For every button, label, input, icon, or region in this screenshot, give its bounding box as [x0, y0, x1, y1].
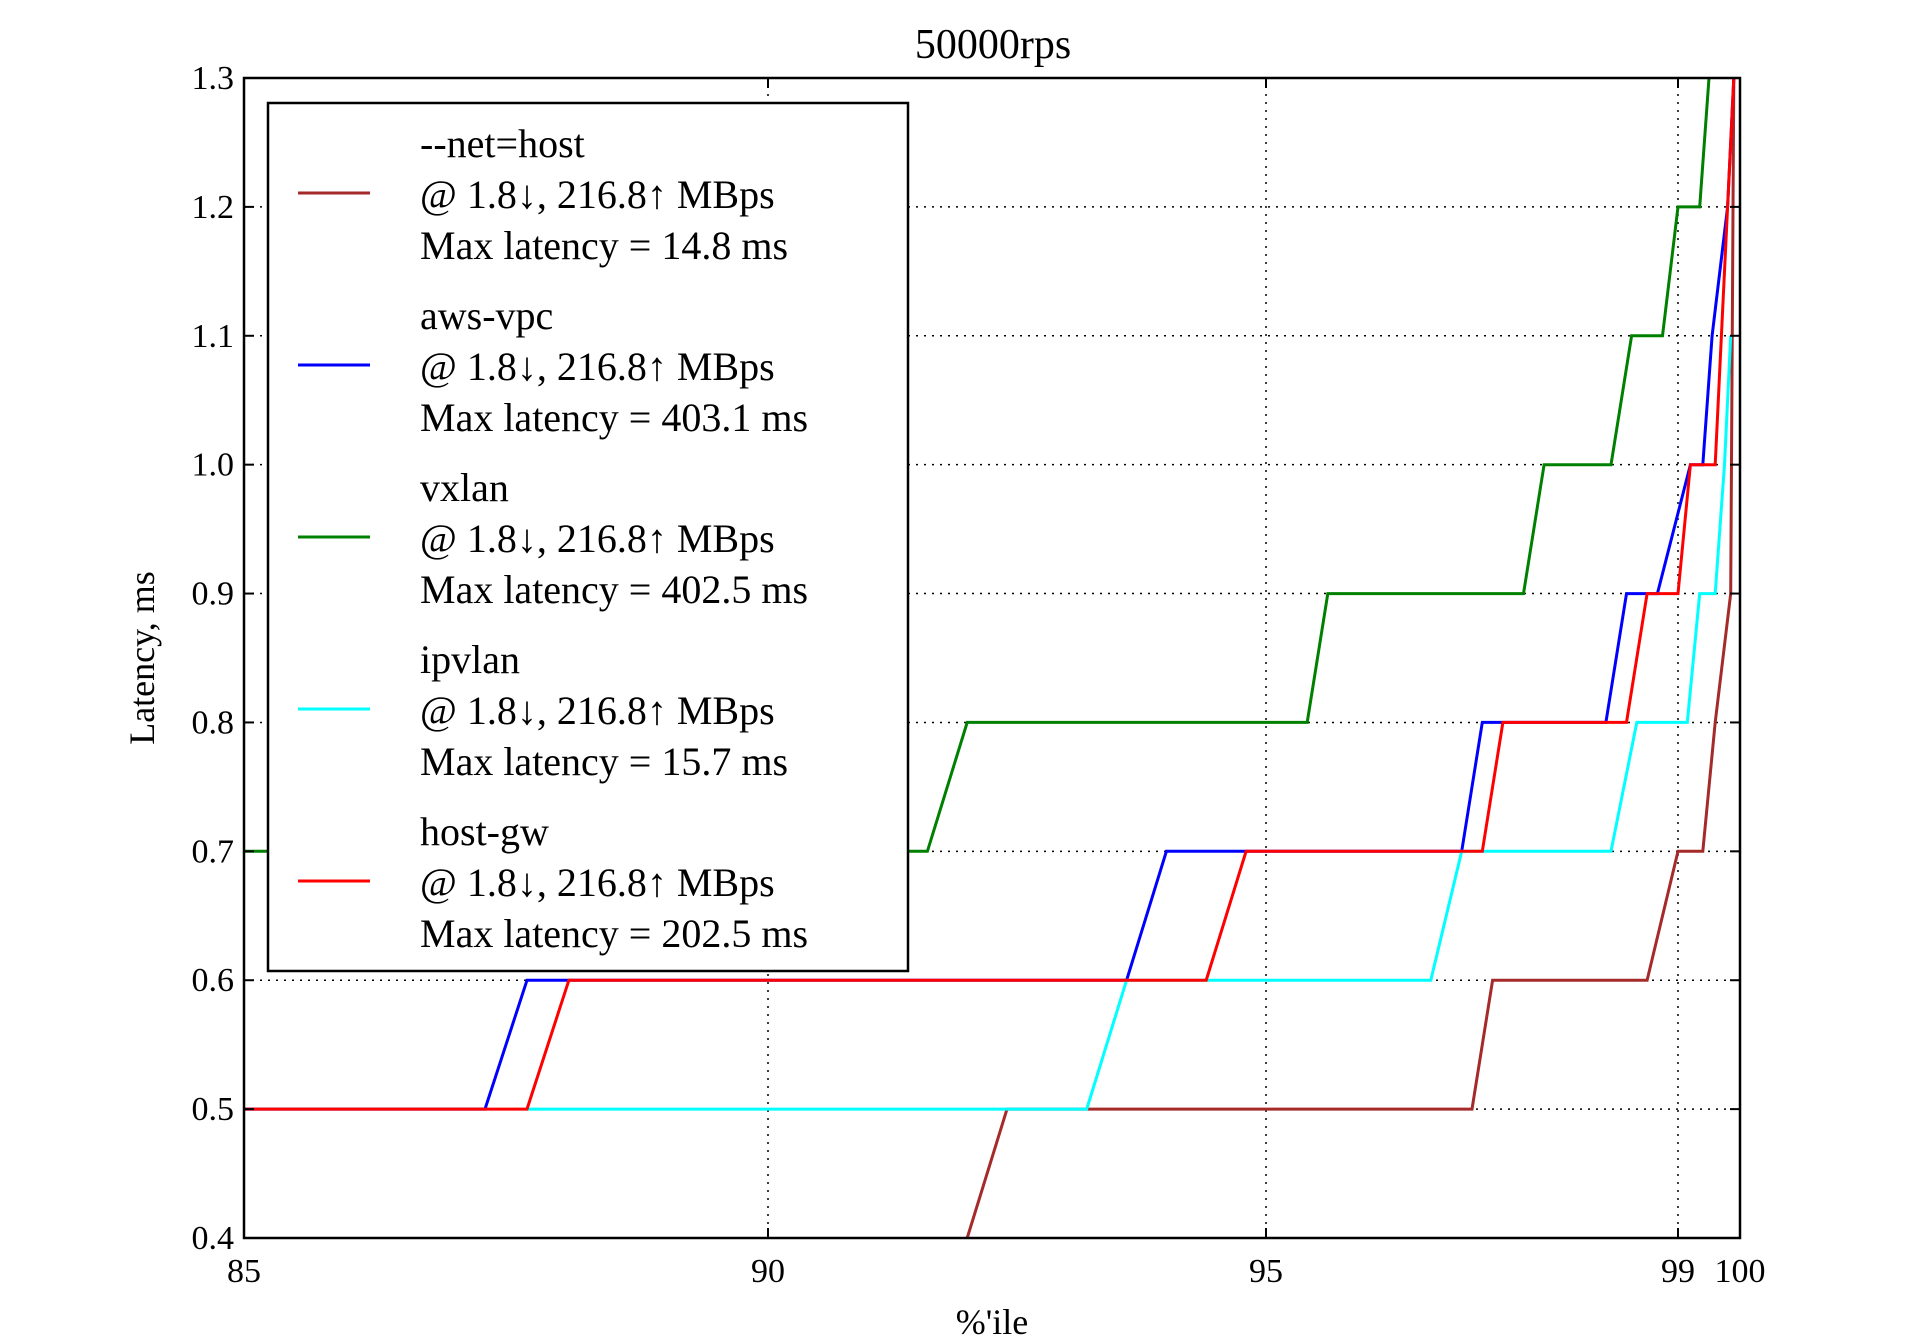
legend-entry-ipvlan: ipvlan @ 1.8↓, 216.8↑ MBps Max latency = 1…: [298, 637, 788, 784]
legend-entry-host-gw: host-gw @ 1.8↓, 216.8↑ MBps Max latency = …: [298, 809, 808, 956]
legend-entry-vxlan: vxlan @ 1.8↓, 216.8↑ MBps Max latency = 40…: [298, 465, 808, 612]
x-axis-label: %'ile: [956, 1302, 1028, 1342]
legend-text: Max latency = 202.5 ms: [420, 911, 808, 956]
x-tick-label: 95: [1249, 1253, 1283, 1290]
x-tick-label: 85: [227, 1253, 261, 1290]
y-axis-label: Latency, ms: [122, 571, 162, 745]
series-line-vxlan: [244, 78, 1711, 853]
x-tick-label: 100: [1715, 1253, 1766, 1290]
y-tick-label: 0.4: [192, 1220, 235, 1257]
series-lines: [244, 78, 1736, 1238]
y-tick-label: 1.3: [192, 60, 235, 97]
plot-frame: [242, 76, 1742, 1240]
legend-text: vxlan: [420, 465, 509, 510]
legend: --net=host @ 1.8↓, 216.8↑ MBps Max latency…: [266, 101, 910, 973]
legend-text: --net=host: [420, 121, 585, 166]
series-group: [244, 78, 1736, 1238]
y-tick-label: 0.6: [192, 962, 235, 999]
y-tick-label: 1.2: [192, 189, 235, 226]
legend-text: @ 1.8↓, 216.8↑ MBps: [420, 516, 775, 561]
y-tick-label: 1.1: [192, 318, 235, 355]
legend-box: [266, 101, 910, 973]
y-tick-label: 0.5: [192, 1091, 235, 1128]
y-tick-label: 0.9: [192, 576, 235, 613]
chart-title: 50000rps: [915, 22, 1071, 68]
legend-text: @ 1.8↓, 216.8↑ MBps: [420, 688, 775, 733]
y-tick-label: 0.8: [192, 704, 235, 741]
y-tick-label: 0.7: [192, 833, 235, 870]
series-line-ipvlan: [527, 335, 1733, 1111]
legend-text: ipvlan: [420, 637, 520, 682]
y-tick-label: 1.0: [192, 447, 235, 484]
axis-ticks: 0.4 0.5 0.6 0.7 0.8 0.9 1.0 1.1 1.2 1.3 85 90 95 99 10…: [192, 60, 1766, 1290]
legend-text: Max latency = 14.8 ms: [420, 223, 788, 268]
series-line-host-gw: [244, 78, 1736, 1111]
x-tick-label: 90: [751, 1253, 785, 1290]
legend-text: Max latency = 402.5 ms: [420, 567, 808, 612]
legend-text: Max latency = 15.7 ms: [420, 739, 788, 784]
series-line-net-host: [965, 78, 1736, 1238]
legend-text: Max latency = 403.1 ms: [420, 395, 808, 440]
x-tick-label: 99: [1661, 1253, 1695, 1290]
legend-text: @ 1.8↓, 216.8↑ MBps: [420, 344, 775, 389]
legend-entry-aws-vpc: aws-vpc @ 1.8↓, 216.8↑ MBps Max latency = …: [298, 293, 808, 440]
legend-entry-net-host: --net=host @ 1.8↓, 216.8↑ MBps Max latency…: [298, 121, 788, 268]
legend-text: aws-vpc: [420, 293, 553, 338]
legend-text: @ 1.8↓, 216.8↑ MBps: [420, 860, 775, 905]
legend-text: @ 1.8↓, 216.8↑ MBps: [420, 172, 775, 217]
legend-text: host-gw: [420, 809, 549, 854]
